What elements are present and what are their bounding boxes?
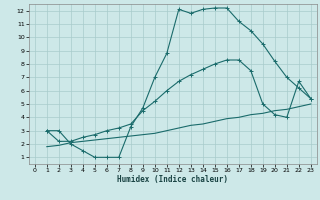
X-axis label: Humidex (Indice chaleur): Humidex (Indice chaleur) bbox=[117, 175, 228, 184]
